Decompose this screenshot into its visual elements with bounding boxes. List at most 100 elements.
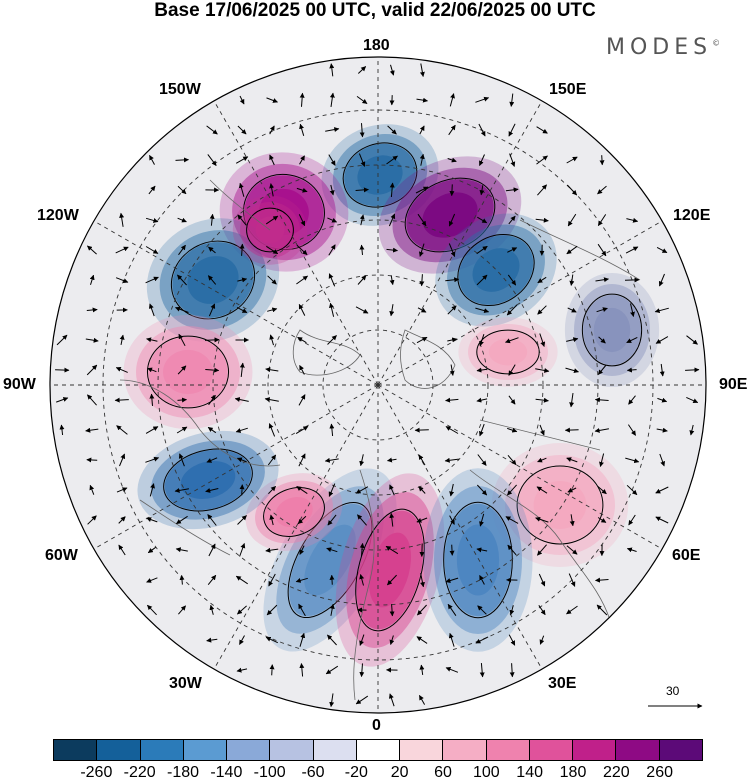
wind-arrow xyxy=(236,457,247,463)
wind-arrow xyxy=(416,517,428,523)
wind-arrow xyxy=(537,457,547,463)
wind-arrow xyxy=(205,488,219,493)
lon-label-180: 180 xyxy=(363,37,390,54)
colorbar-swatch xyxy=(356,740,401,760)
wind-arrow xyxy=(387,457,397,463)
wind-arrow xyxy=(659,363,665,377)
wind-arrow xyxy=(448,124,456,136)
wind-arrow xyxy=(448,243,456,257)
wind-arrow xyxy=(418,243,425,257)
wind-arrow xyxy=(266,604,278,616)
wind-arrow xyxy=(149,483,155,497)
wind-arrow xyxy=(359,214,365,226)
positive-anomaly-center xyxy=(491,443,629,567)
wind-arrow xyxy=(659,453,665,467)
wind-arrow xyxy=(654,307,669,314)
wind-arrow xyxy=(445,397,459,403)
wind-arrow xyxy=(355,187,369,193)
wind-arrow xyxy=(299,123,305,136)
wind-arrow xyxy=(630,303,635,317)
wind-arrow xyxy=(207,154,217,167)
wind-arrow xyxy=(297,515,307,525)
wind-arrow xyxy=(449,93,455,107)
wind-arrow xyxy=(145,276,159,284)
wind-arrow xyxy=(417,307,427,313)
wind-arrow xyxy=(115,277,129,283)
colorbar-swatch xyxy=(54,740,98,760)
wind-arrow xyxy=(479,663,485,678)
colorbar-tick-label: 220 xyxy=(602,764,630,781)
wind-arrow xyxy=(325,127,340,133)
wind-arrow xyxy=(569,274,575,286)
colorbar-tick-label: 20 xyxy=(390,764,409,781)
wind-arrow xyxy=(328,154,336,166)
colorbar-tick-label: -180 xyxy=(166,764,200,781)
wind-arrow xyxy=(594,397,609,403)
colorbar-tick-label: -220 xyxy=(123,764,156,781)
wind-arrow xyxy=(355,486,369,494)
meridian-line xyxy=(377,220,663,386)
wind-arrow xyxy=(626,547,637,553)
wind-arrow xyxy=(235,427,248,433)
wind-arrow xyxy=(476,367,488,373)
wind-arrow xyxy=(535,397,549,403)
wind-arrow xyxy=(177,217,187,223)
wind-arrow xyxy=(268,573,276,587)
wind-arrow xyxy=(506,304,518,316)
wind-arrow xyxy=(237,277,248,283)
wind-arrow xyxy=(475,307,490,314)
wind-arrow xyxy=(326,547,338,553)
colorbar-swatch xyxy=(573,740,617,760)
wind-arrow xyxy=(116,425,128,435)
wind-arrow xyxy=(236,667,248,673)
wind-arrow xyxy=(89,274,95,285)
wind-arrow xyxy=(566,156,578,164)
wind-arrow xyxy=(509,153,516,167)
wind-arrow xyxy=(596,307,608,313)
wind-arrow xyxy=(447,337,458,343)
colorbar-swatch xyxy=(227,740,271,760)
wind-arrow xyxy=(625,246,639,254)
wind-arrow xyxy=(234,397,249,402)
wind-arrow xyxy=(59,424,65,436)
wind-arrow xyxy=(235,156,249,164)
wind-arrow xyxy=(414,427,429,433)
wind-arrow xyxy=(119,334,125,345)
wind-arrow xyxy=(389,512,395,527)
wind-arrow xyxy=(418,694,426,705)
wind-arrow xyxy=(208,246,216,254)
wind-arrow xyxy=(264,397,279,403)
wind-arrow xyxy=(208,394,216,406)
colorbar-ticks: -260 -220 -180 -140 -100 -60 -20 20 60 100 140 180 2… xyxy=(0,764,750,783)
vector-scale-label: 30 xyxy=(666,684,680,698)
wind-arrow xyxy=(689,424,695,436)
wind-arrow xyxy=(239,95,245,105)
wind-arrow xyxy=(359,634,365,646)
wind-arrow xyxy=(269,664,275,676)
wind-arrow xyxy=(479,185,485,196)
wind-arrow xyxy=(597,365,607,375)
wind-arrow xyxy=(566,605,578,615)
wind-arrow xyxy=(656,427,668,433)
wind-arrow xyxy=(445,577,459,583)
wind-arrow xyxy=(148,303,155,317)
wind-arrow xyxy=(479,334,485,347)
wind-arrow xyxy=(445,667,459,673)
wind-arrow xyxy=(445,277,460,283)
meridian-line xyxy=(377,384,543,670)
wind-arrow xyxy=(355,695,369,705)
wind-arrow xyxy=(298,303,306,316)
colorbar-tick-label: 100 xyxy=(472,764,500,781)
wind-arrow xyxy=(296,244,308,256)
wind-arrow xyxy=(566,337,579,343)
wind-arrow xyxy=(564,427,579,433)
wind-arrow xyxy=(535,217,549,223)
wind-arrow xyxy=(418,486,426,494)
wind-arrow xyxy=(505,187,519,193)
wind-arrow xyxy=(86,457,98,463)
lon-label-150w: 150W xyxy=(159,81,201,98)
wind-arrow xyxy=(594,427,609,433)
wind-arrow xyxy=(507,427,518,433)
wind-arrow xyxy=(476,484,488,496)
wind-arrow xyxy=(596,604,608,616)
